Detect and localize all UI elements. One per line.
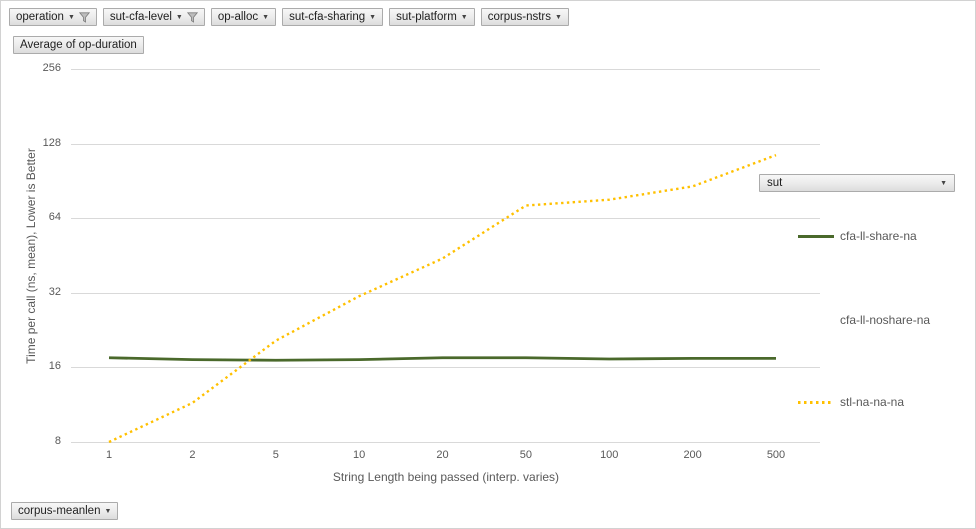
x-tick-label: 2 [189, 449, 196, 461]
legend-item[interactable]: stl-na-na-na [798, 394, 904, 410]
chevron-down-icon: ▼ [67, 13, 75, 21]
axis-field-label: corpus-meanlen [18, 505, 101, 517]
y-axis-title: Time per call (ns, mean), Lower is Bette… [24, 148, 38, 364]
y-tick-label: 128 [42, 136, 61, 149]
filter-funnel-icon [186, 11, 198, 23]
y-tick-label: 32 [48, 285, 61, 298]
value-field-label: Average of op-duration [20, 39, 137, 51]
filter-funnel-icon [78, 11, 90, 23]
x-tick-label: 500 [766, 449, 786, 461]
x-tick-label: 200 [683, 449, 702, 461]
legend-field-button-sut[interactable]: sut ▼ [759, 174, 955, 192]
chevron-down-icon: ▼ [369, 13, 377, 21]
chevron-down-icon: ▼ [175, 13, 183, 21]
legend-item[interactable]: cfa-ll-share-na [798, 228, 917, 244]
series-line-cfa-ll-share-na [108, 356, 776, 362]
legend-swatch-solid-line [798, 234, 834, 238]
field-button-corpus-nstrs[interactable]: corpus-nstrs ▼ [480, 8, 569, 26]
field-button-label: sut-platform [396, 11, 457, 23]
field-button-label: corpus-nstrs [487, 11, 551, 23]
field-button-operation[interactable]: operation ▼ [9, 8, 97, 26]
field-button-label: operation [16, 11, 64, 23]
legend-label: cfa-ll-share-na [840, 229, 917, 243]
x-tick-label: 50 [519, 449, 532, 461]
pivot-filter-row: operation ▼ sut-cfa-level ▼ op-alloc ▼ s… [9, 8, 569, 26]
chevron-down-icon: ▼ [460, 13, 468, 21]
chevron-down-icon: ▼ [940, 179, 947, 187]
x-tick-label: 20 [436, 449, 449, 461]
field-button-sut-platform[interactable]: sut-platform ▼ [389, 8, 475, 26]
chevron-down-icon: ▼ [262, 13, 270, 21]
field-button-label: sut-cfa-sharing [289, 11, 366, 23]
x-tick-label: 100 [600, 449, 619, 461]
x-tick-label: 10 [353, 449, 366, 461]
legend-label: stl-na-na-na [840, 395, 905, 409]
y-tick-label: 64 [48, 211, 61, 224]
legend-field-label: sut [767, 177, 783, 189]
series-line-stl-na-na-na [108, 154, 777, 444]
chevron-down-icon: ▼ [104, 507, 112, 515]
x-tick-label: 1 [105, 449, 113, 461]
field-button-sut-cfa-sharing[interactable]: sut-cfa-sharing ▼ [282, 8, 384, 26]
legend-label: cfa-ll-noshare-na [840, 313, 931, 327]
y-tick-label: 16 [48, 360, 61, 373]
y-tick-label: 8 [54, 435, 61, 447]
axis-field-button-corpus-meanlen[interactable]: corpus-meanlen ▼ [11, 502, 119, 520]
field-button-op-alloc[interactable]: op-alloc ▼ [210, 8, 277, 26]
x-axis-title: String Length being passed (interp. vari… [332, 470, 560, 484]
legend-swatch-no-line [798, 319, 834, 322]
chevron-down-icon: ▼ [555, 13, 562, 21]
field-button-label: op-alloc [217, 11, 259, 23]
value-field-button[interactable]: Average of op-duration [13, 36, 144, 54]
y-tick-label: 256 [42, 62, 61, 74]
field-button-label: sut-cfa-level [109, 11, 172, 23]
legend-swatch-dotted-line [798, 400, 834, 404]
legend-item[interactable]: cfa-ll-noshare-na [798, 312, 930, 328]
field-button-sut-cfa-level[interactable]: sut-cfa-level ▼ [102, 8, 205, 26]
x-tick-label: 5 [272, 449, 279, 461]
